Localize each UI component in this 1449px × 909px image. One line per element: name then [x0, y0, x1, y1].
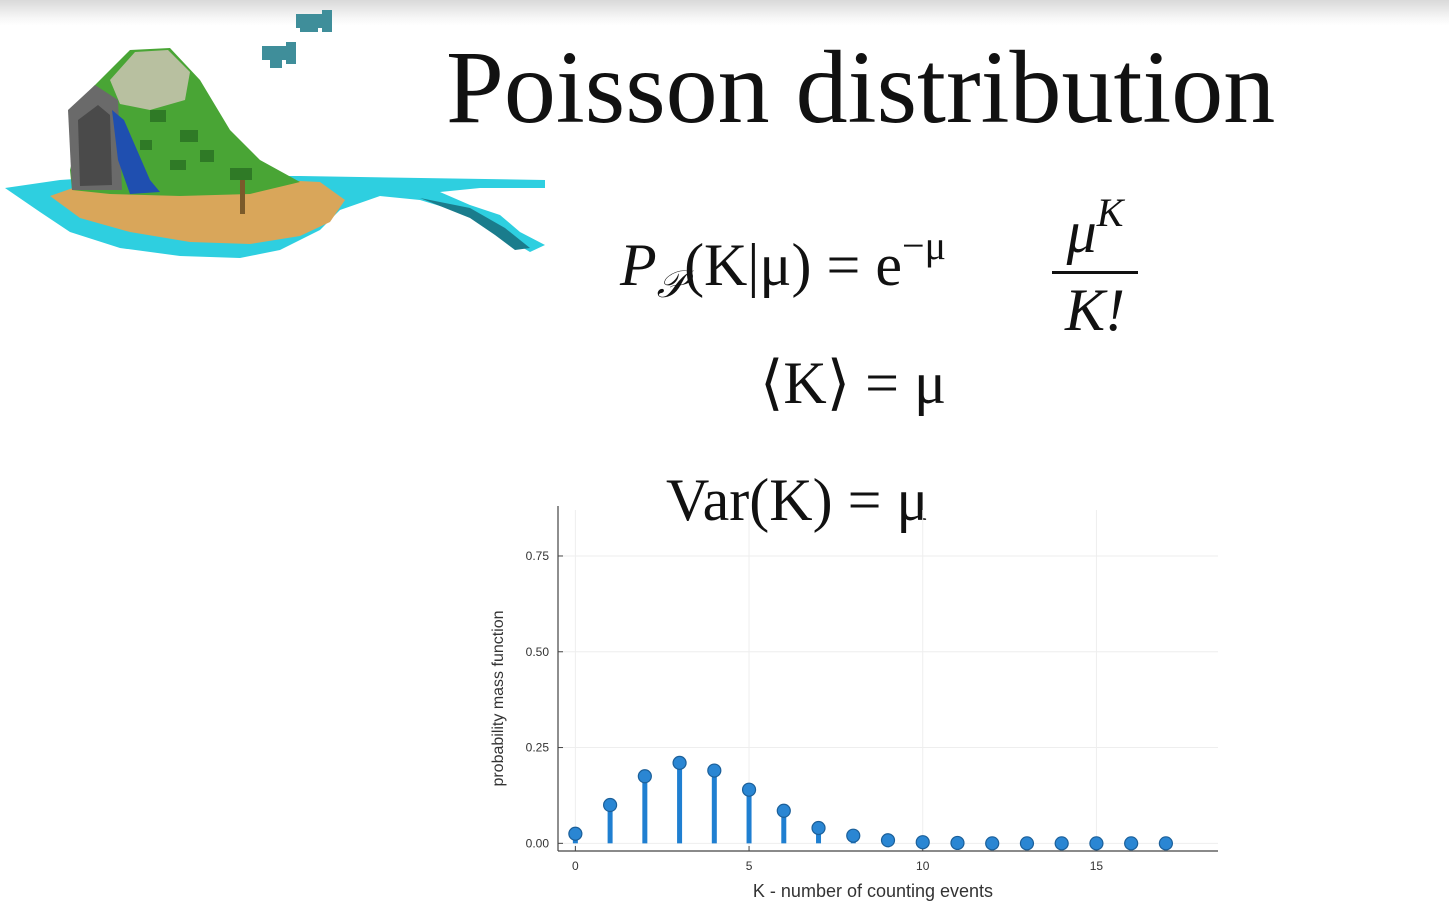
mean-formula: ⟨K⟩ = μ [760, 350, 947, 416]
x-tick-label: 10 [916, 859, 930, 873]
pmf-formula-fraction: μK K! [1052, 178, 1138, 342]
data-point [811, 820, 826, 836]
data-point [1054, 836, 1069, 851]
x-tick-label: 5 [746, 859, 753, 873]
data-point [707, 763, 722, 778]
data-point [880, 833, 896, 848]
y-tick-label: 0.50 [526, 645, 550, 659]
data-point [846, 828, 861, 843]
y-tick-label: 0.00 [526, 836, 550, 850]
data-point [1089, 836, 1104, 851]
data-point [568, 826, 583, 841]
data-point [776, 803, 791, 818]
y-tick-label: 0.75 [526, 549, 550, 563]
pmf-formula-lhs: P𝒫(K|μ) = e−μ [620, 223, 947, 306]
fish-icon [262, 10, 332, 68]
x-axis-label: K - number of counting events [753, 881, 993, 901]
data-point [637, 769, 652, 784]
x-tick-label: 15 [1090, 859, 1104, 873]
data-point [985, 836, 1000, 851]
data-point [950, 835, 965, 851]
x-tick-label: 0 [572, 859, 579, 873]
data-point [915, 835, 930, 850]
variance-formula: Var(K) = μ [666, 467, 929, 533]
slide-title: Poisson distribution [446, 30, 1276, 145]
poisson-pmf-chart: 0 5 10 15 0.00 0.25 0.50 0.75 K - number of coun… [490, 506, 1218, 901]
pixel-island-icon [5, 10, 545, 258]
data-point [741, 782, 757, 797]
y-axis-label: probability mass function [490, 610, 507, 786]
data-point [1019, 836, 1035, 851]
data-point [603, 797, 618, 813]
y-tick-label: 0.25 [526, 741, 550, 755]
top-bar [0, 0, 1449, 26]
data-point [672, 755, 687, 770]
data-point [1124, 836, 1139, 851]
data-point [1158, 836, 1173, 851]
